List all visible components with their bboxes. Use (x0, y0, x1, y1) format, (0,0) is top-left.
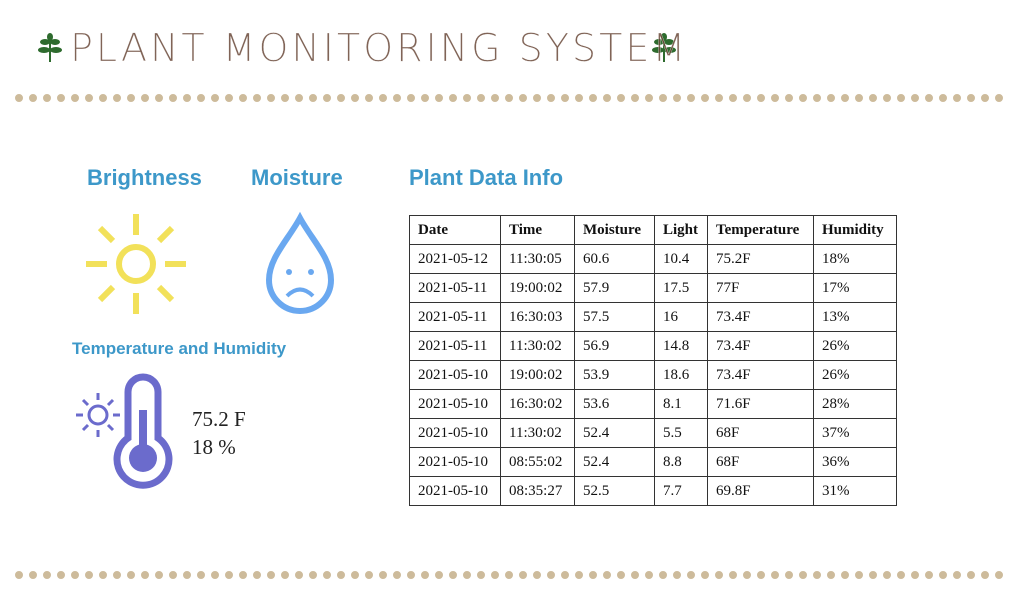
table-row: 2021-05-10 08:35:27 52.5 7.7 69.8F 31% (409, 476, 897, 506)
column-header: Time (500, 215, 575, 245)
table-cell: 2021-05-10 (409, 389, 501, 419)
table-cell: 19:00:02 (500, 360, 575, 390)
table-cell: 2021-05-11 (409, 273, 501, 303)
table-cell: 13% (813, 302, 897, 332)
table-cell: 52.5 (574, 476, 655, 506)
table-cell: 68F (707, 418, 814, 448)
header-row: Date Time Moisture Light Temperature Humidity (409, 215, 897, 245)
table-cell: 36% (813, 447, 897, 477)
table-cell: 75.2F (707, 244, 814, 274)
leaf-icon (38, 33, 62, 62)
drop-eyes (286, 269, 314, 275)
column-header: Temperature (707, 215, 814, 245)
table-row: 2021-05-11 16:30:03 57.5 16 73.4F 13% (409, 302, 897, 332)
table-cell: 26% (813, 331, 897, 361)
humidity-reading: 18 % (192, 435, 236, 459)
table-cell: 53.9 (574, 360, 655, 390)
table-cell: 08:35:27 (500, 476, 575, 506)
table-body: 2021-05-12 11:30:05 60.6 10.4 75.2F 18% 2021-0… (409, 244, 897, 506)
column-header: Light (654, 215, 708, 245)
table-row: 2021-05-10 16:30:02 53.6 8.1 71.6F 28% (409, 389, 897, 419)
table-cell: 17% (813, 273, 897, 303)
table-row: 2021-05-11 19:00:02 57.9 17.5 77F 17% (409, 273, 897, 303)
table-cell: 18.6 (654, 360, 708, 390)
table-cell: 16 (654, 302, 708, 332)
table-row: 2021-05-10 11:30:02 52.4 5.5 68F 37% (409, 418, 897, 448)
table-cell: 56.9 (574, 331, 655, 361)
table-cell: 2021-05-10 (409, 418, 501, 448)
temp-humidity-heading: Temperature and Humidity (72, 339, 287, 358)
table-cell: 73.4F (707, 360, 814, 390)
table-cell: 2021-05-10 (409, 360, 501, 390)
table-row: 2021-05-10 19:00:02 53.9 18.6 73.4F 26% (409, 360, 897, 390)
table-cell: 2021-05-10 (409, 447, 501, 477)
table-row: 2021-05-11 11:30:02 56.9 14.8 73.4F 26% (409, 331, 897, 361)
table-cell: 2021-05-12 (409, 244, 501, 274)
table-cell: 73.4F (707, 302, 814, 332)
table-cell: 52.4 (574, 447, 655, 477)
table-cell: 08:55:02 (500, 447, 575, 477)
table-cell: 16:30:03 (500, 302, 575, 332)
table-cell: 57.5 (574, 302, 655, 332)
data-table: Date Time Moisture Light Temperature Humidity… (409, 215, 897, 506)
table-cell: 11:30:02 (500, 331, 575, 361)
column-header: Humidity (813, 215, 897, 245)
sun-icon (86, 214, 186, 314)
table-cell: 26% (813, 360, 897, 390)
table-cell: 11:30:05 (500, 244, 575, 274)
table-cell: 8.1 (654, 389, 708, 419)
table-cell: 2021-05-11 (409, 302, 501, 332)
table-cell: 73.4F (707, 331, 814, 361)
table-heading: Plant Data Info (409, 165, 564, 190)
moisture-heading: Moisture (251, 165, 343, 190)
table-cell: 77F (707, 273, 814, 303)
leaf-icon (652, 33, 676, 62)
table-cell: 2021-05-10 (409, 476, 501, 506)
table-cell: 5.5 (654, 418, 708, 448)
table-cell: 18% (813, 244, 897, 274)
table-cell: 53.6 (574, 389, 655, 419)
table-cell: 2021-05-11 (409, 331, 501, 361)
table-row: 2021-05-10 08:55:02 52.4 8.8 68F 36% (409, 447, 897, 477)
column-header: Moisture (574, 215, 655, 245)
thermometer-icon (113, 373, 173, 489)
table-cell: 71.6F (707, 389, 814, 419)
table-cell: 37% (813, 418, 897, 448)
table-row: 2021-05-12 11:30:05 60.6 10.4 75.2F 18% (409, 244, 897, 274)
column-header: Date (409, 215, 501, 245)
table-cell: 52.4 (574, 418, 655, 448)
table-cell: 31% (813, 476, 897, 506)
table-cell: 11:30:02 (500, 418, 575, 448)
drop-icon (265, 211, 335, 314)
brightness-heading: Brightness (87, 165, 202, 190)
table-cell: 69.8F (707, 476, 814, 506)
small-sun-icon (76, 393, 120, 437)
table-cell: 7.7 (654, 476, 708, 506)
page-title: PLANT MONITORING SYSTEM (70, 26, 689, 70)
temperature-reading: 75.2 F (192, 407, 246, 431)
table-cell: 16:30:02 (500, 389, 575, 419)
table-cell: 68F (707, 447, 814, 477)
table-cell: 60.6 (574, 244, 655, 274)
table-cell: 14.8 (654, 331, 708, 361)
table-cell: 28% (813, 389, 897, 419)
table-cell: 19:00:02 (500, 273, 575, 303)
table-cell: 8.8 (654, 447, 708, 477)
table-cell: 57.9 (574, 273, 655, 303)
table-cell: 17.5 (654, 273, 708, 303)
table-cell: 10.4 (654, 244, 708, 274)
